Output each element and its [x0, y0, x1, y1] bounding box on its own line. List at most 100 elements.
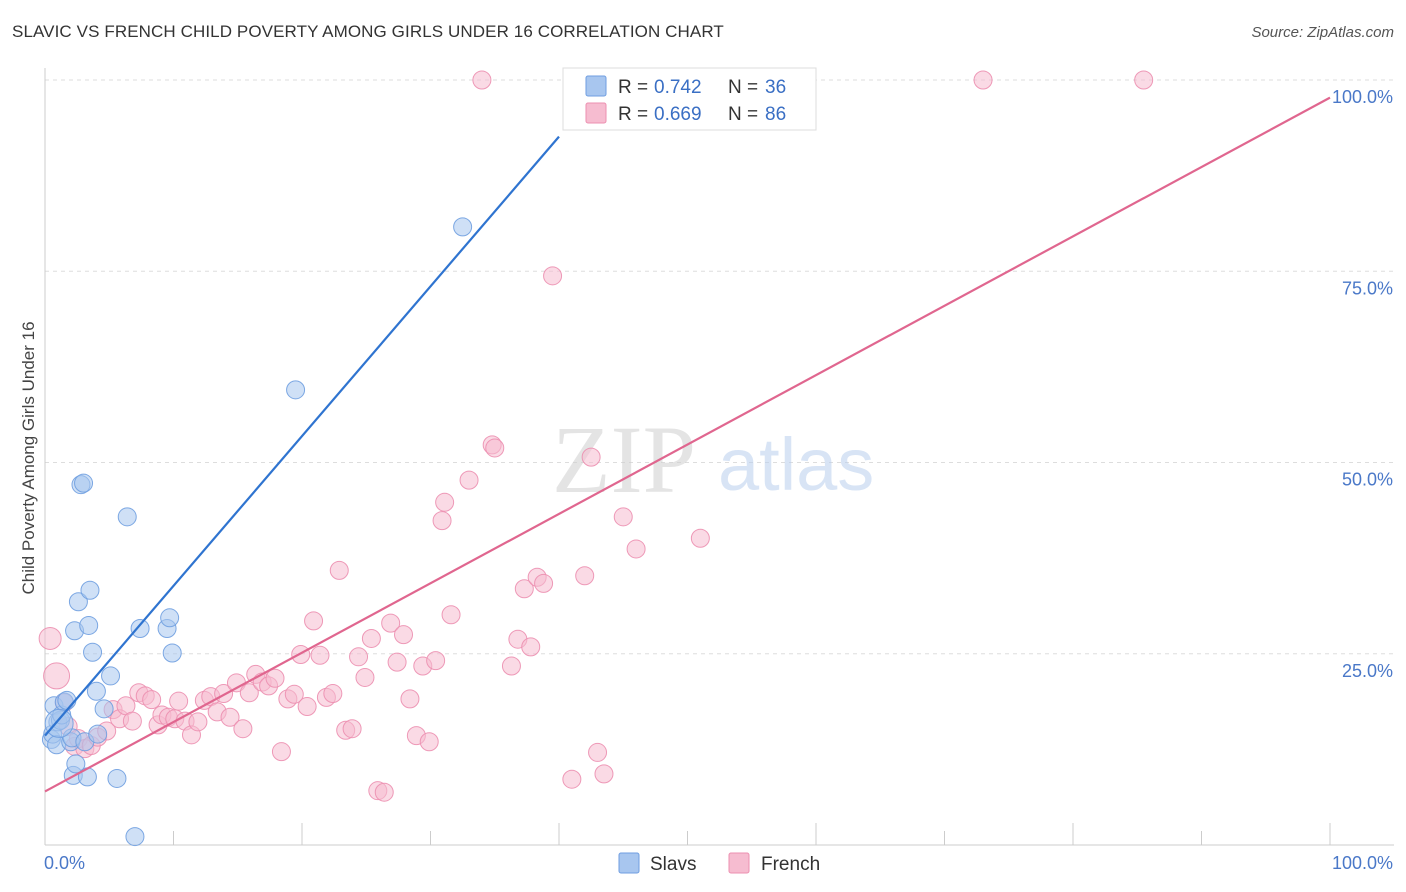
french-point [329, 560, 349, 580]
legend-swatch-french [585, 102, 607, 124]
slavs-point [125, 827, 145, 847]
french-point [323, 684, 343, 704]
french-point [501, 656, 521, 676]
french-point [361, 628, 381, 648]
legend-r-value-french: 0.669 [654, 104, 702, 125]
bottom-legend-label-french: French [761, 854, 820, 875]
french-point [381, 613, 401, 633]
slavs-point [77, 767, 97, 787]
legend-n-label-slavs: N = [728, 77, 758, 98]
legend-swatch-slavs [585, 75, 607, 97]
french-point [400, 689, 420, 709]
trendlines [44, 96, 1331, 793]
slavs-point [66, 754, 86, 774]
bottom-legend-swatch-slavs [618, 852, 640, 874]
watermark-atlas: atlas [718, 423, 874, 506]
french-point [239, 683, 259, 703]
gridlines [45, 79, 1394, 655]
slavs-point [160, 608, 180, 628]
y-tick-label-1: 50.0% [1342, 470, 1393, 490]
french-point [220, 707, 240, 727]
french-point [485, 438, 505, 458]
french-point [304, 611, 324, 631]
y-tick-label-2: 75.0% [1342, 278, 1393, 298]
french-point [38, 626, 62, 650]
french-point [419, 732, 439, 752]
slavs-point [162, 643, 182, 663]
french-point [534, 573, 554, 593]
french-point [374, 782, 394, 802]
french-point [297, 697, 317, 717]
french-point [284, 684, 304, 704]
french-point [459, 470, 479, 490]
x-tick-label-min: 0.0% [44, 853, 85, 873]
french-point [1134, 70, 1154, 90]
french-point [426, 651, 446, 671]
french-point [387, 652, 407, 672]
french-point [472, 70, 492, 90]
slavs-point [68, 592, 88, 612]
slavs-point [117, 507, 137, 527]
x-tick-label-max: 100.0% [1332, 853, 1393, 873]
french-point [122, 711, 142, 731]
legend-r-label-slavs: R = [618, 77, 648, 98]
french-point [432, 511, 452, 531]
legend-r-value-slavs: 0.742 [654, 77, 702, 98]
y-tick-label-3: 100.0% [1332, 87, 1393, 107]
french-point [394, 625, 414, 645]
french-point [342, 719, 362, 739]
french-point [973, 70, 993, 90]
french-point [169, 691, 189, 711]
french-point [265, 668, 285, 688]
slavs-point [57, 690, 77, 710]
slavs-point [80, 580, 100, 600]
french-point [435, 492, 455, 512]
slavs-point [94, 699, 114, 719]
slavs-point [83, 642, 103, 662]
french-trendline [44, 96, 1331, 793]
slavs-point [88, 724, 108, 744]
watermark-zip: ZIP [552, 406, 696, 513]
source-label: Source: ZipAtlas.com [1251, 24, 1394, 41]
slavs-point [130, 619, 150, 639]
french-point [581, 447, 601, 467]
french-point [43, 662, 71, 690]
slavs-point [44, 708, 74, 738]
french-point [188, 712, 208, 732]
slavs-point [101, 666, 121, 686]
french-point [271, 742, 291, 762]
y-tick-label-0: 25.0% [1342, 661, 1393, 681]
slavs-points [41, 217, 473, 847]
french-point [142, 690, 162, 710]
y-axis-title: Child Poverty Among Girls Under 16 [19, 321, 38, 594]
tick-labels: 25.0% 50.0% 75.0% 100.0% 0.0% 100.0% [44, 87, 1393, 873]
axes [44, 68, 1394, 846]
french-point [349, 647, 369, 667]
french-point [310, 645, 330, 665]
french-point [626, 539, 646, 559]
french-point [543, 266, 563, 286]
french-point [355, 667, 375, 687]
french-point [233, 719, 253, 739]
french-point [594, 764, 614, 784]
slavs-point [107, 768, 127, 788]
legend-n-value-slavs: 36 [765, 77, 786, 98]
bottom-legend-label-slavs: Slavs [650, 854, 696, 875]
slavs-point [286, 380, 306, 400]
legend-n-label-french: N = [728, 104, 758, 125]
slavs-point [453, 217, 473, 237]
french-point [588, 742, 608, 762]
french-point [521, 637, 541, 657]
french-point [690, 528, 710, 548]
french-point [575, 566, 595, 586]
slavs-point [79, 615, 99, 635]
watermark: ZIP atlas [552, 406, 874, 513]
slavs-point [86, 681, 106, 701]
french-point [562, 769, 582, 789]
french-point [514, 579, 534, 599]
slavs-trendline [44, 135, 560, 737]
french-point [441, 605, 461, 625]
chart-title: SLAVIC VS FRENCH CHILD POVERTY AMONG GIR… [12, 22, 724, 41]
legend-n-value-french: 86 [765, 104, 786, 125]
